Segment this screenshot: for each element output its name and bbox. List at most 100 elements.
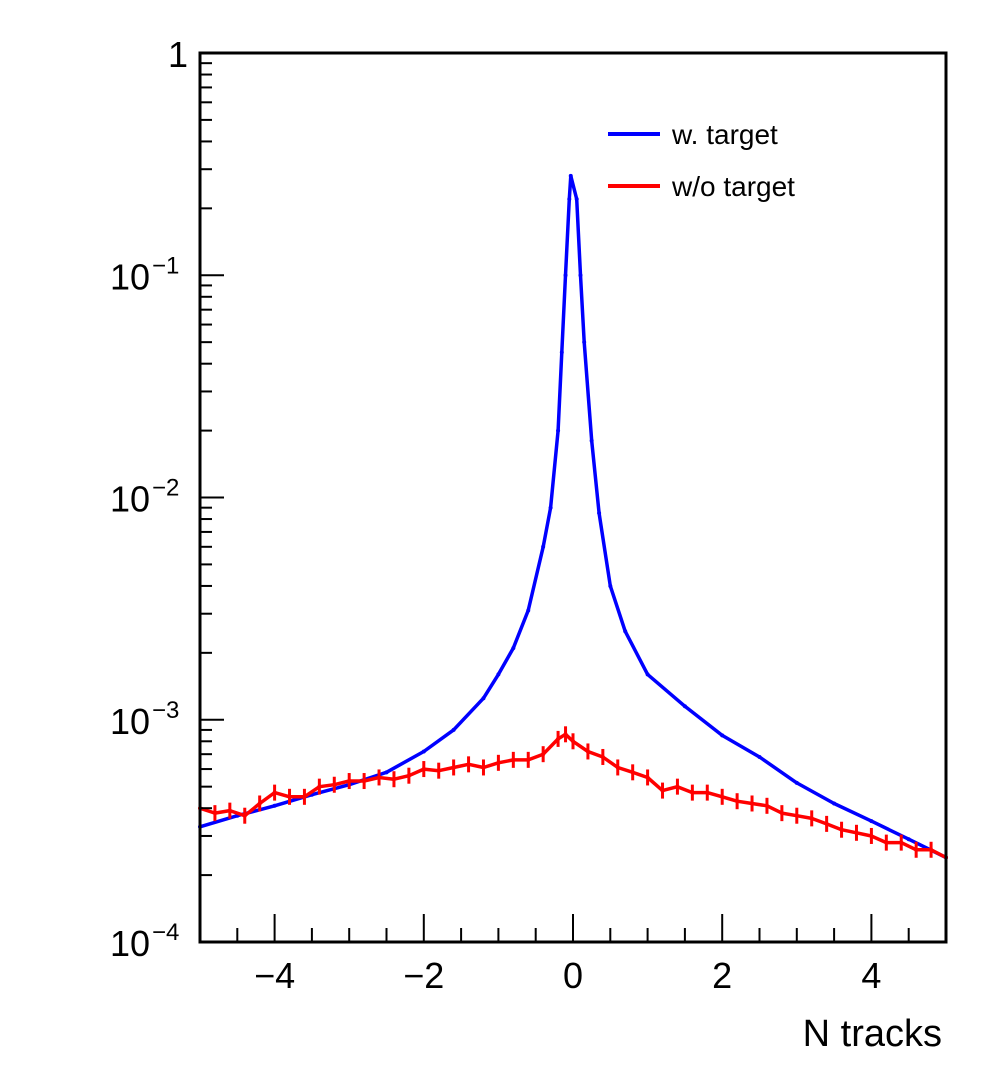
data-point-0-22 [589,438,594,443]
data-point-0-29 [757,754,762,759]
legend-label-wo-target: w/o target [671,171,795,202]
data-point-0-21 [582,340,587,345]
data-point-0-26 [645,672,650,677]
y-tick-exponent-3: −3 [152,697,179,724]
data-point-1-29 [615,765,620,770]
data-point-1-28 [600,754,605,759]
data-point-1-10 [347,779,352,784]
data-point-1-35 [705,790,710,795]
data-point-0-27 [682,704,687,709]
data-point-1-21 [511,757,516,762]
y-tick-label-0: 1 [168,34,188,75]
y-tick-label-2: 10 −2 [110,475,179,520]
data-point-1-42 [809,816,814,821]
data-point-0-18 [568,173,573,178]
data-point-1-31 [645,775,650,780]
data-point-0-9 [496,672,501,677]
data-point-1-20 [496,760,501,765]
data-point-0-25 [623,629,628,634]
data-point-1-27 [585,749,590,754]
data-point-0-8 [481,696,486,701]
data-point-0-13 [548,505,553,510]
y-tick-exponent-1: −1 [152,252,179,279]
data-point-0-17 [567,197,572,202]
data-point-0-14 [556,428,561,433]
data-point-0-23 [597,511,602,516]
data-point-1-4 [257,801,262,806]
data-point-1-9 [332,782,337,787]
data-point-0-6 [421,749,426,754]
data-point-0-24 [608,583,613,588]
x-tick-label-2: 0 [563,955,583,996]
legend: w. target w/o target [608,119,795,202]
data-point-1-19 [481,765,486,770]
y-tick-exponent-4: −4 [152,919,179,946]
y-tick-label-1: 10 −1 [110,252,179,297]
axes-layer [198,51,948,944]
data-point-1-2 [227,808,232,813]
x-axis-title: N tracks [803,1013,942,1055]
x-tick-label-3: 2 [712,955,732,996]
data-point-1-13 [391,777,396,782]
data-point-1-14 [406,773,411,778]
data-point-1-22 [526,757,531,762]
data-point-1-12 [377,775,382,780]
data-point-1-45 [854,830,859,835]
data-point-1-33 [675,784,680,789]
y-tick-exponent-2: −2 [152,475,179,502]
data-point-0-31 [832,801,837,806]
data-point-1-39 [764,803,769,808]
data-point-1-34 [690,790,695,795]
x-tick-label-0: −4 [254,955,295,996]
data-point-0-19 [574,197,579,202]
data-point-1-18 [466,762,471,767]
data-point-0-30 [794,780,799,785]
data-point-1-16 [436,768,441,773]
x-tick-label-1: −2 [403,955,444,996]
legend-label-w-target: w. target [671,119,778,150]
data-point-1-36 [720,794,725,799]
data-point-1-48 [899,840,904,845]
data-point-1-1 [212,811,217,816]
y-tick-label-4: 10 −4 [110,919,179,964]
data-point-1-25 [563,732,568,737]
data-point-0-32 [869,819,874,824]
data-point-1-15 [421,767,426,772]
data-point-1-8 [317,784,322,789]
data-point-1-40 [779,811,784,816]
y-tick-base-1: 10 [110,256,150,297]
data-point-1-43 [824,821,829,826]
data-point-1-17 [451,765,456,770]
data-point-1-26 [571,739,575,744]
data-point-1-24 [556,736,561,741]
data-point-0-12 [541,544,546,549]
data-point-0-20 [578,273,583,278]
data-point-1-49 [914,847,919,852]
data-point-0-10 [511,646,516,651]
data-point-1-37 [735,799,740,804]
data-point-1-50 [929,847,934,852]
data-point-0-16 [563,273,568,278]
y-tick-base-2: 10 [110,479,150,520]
y-tick-base-3: 10 [110,701,150,742]
y-tick-label-3: 10 −3 [110,697,179,742]
data-point-1-41 [794,813,799,818]
data-point-1-30 [630,770,635,775]
x-tick-label-4: 4 [861,955,881,996]
data-point-1-38 [750,801,755,806]
data-point-1-6 [287,794,292,799]
data-point-1-3 [242,813,247,818]
data-point-1-11 [362,779,367,784]
data-point-0-28 [720,733,725,738]
data-point-0-7 [451,727,456,732]
y-tick-base-4: 10 [110,923,150,964]
data-point-0-2 [272,803,277,808]
data-point-1-5 [272,790,277,795]
data-point-0-11 [526,608,531,613]
data-point-1-32 [660,788,665,793]
data-point-0-33 [906,837,911,842]
data-point-0-5 [384,770,389,775]
data-point-1-23 [541,752,546,757]
